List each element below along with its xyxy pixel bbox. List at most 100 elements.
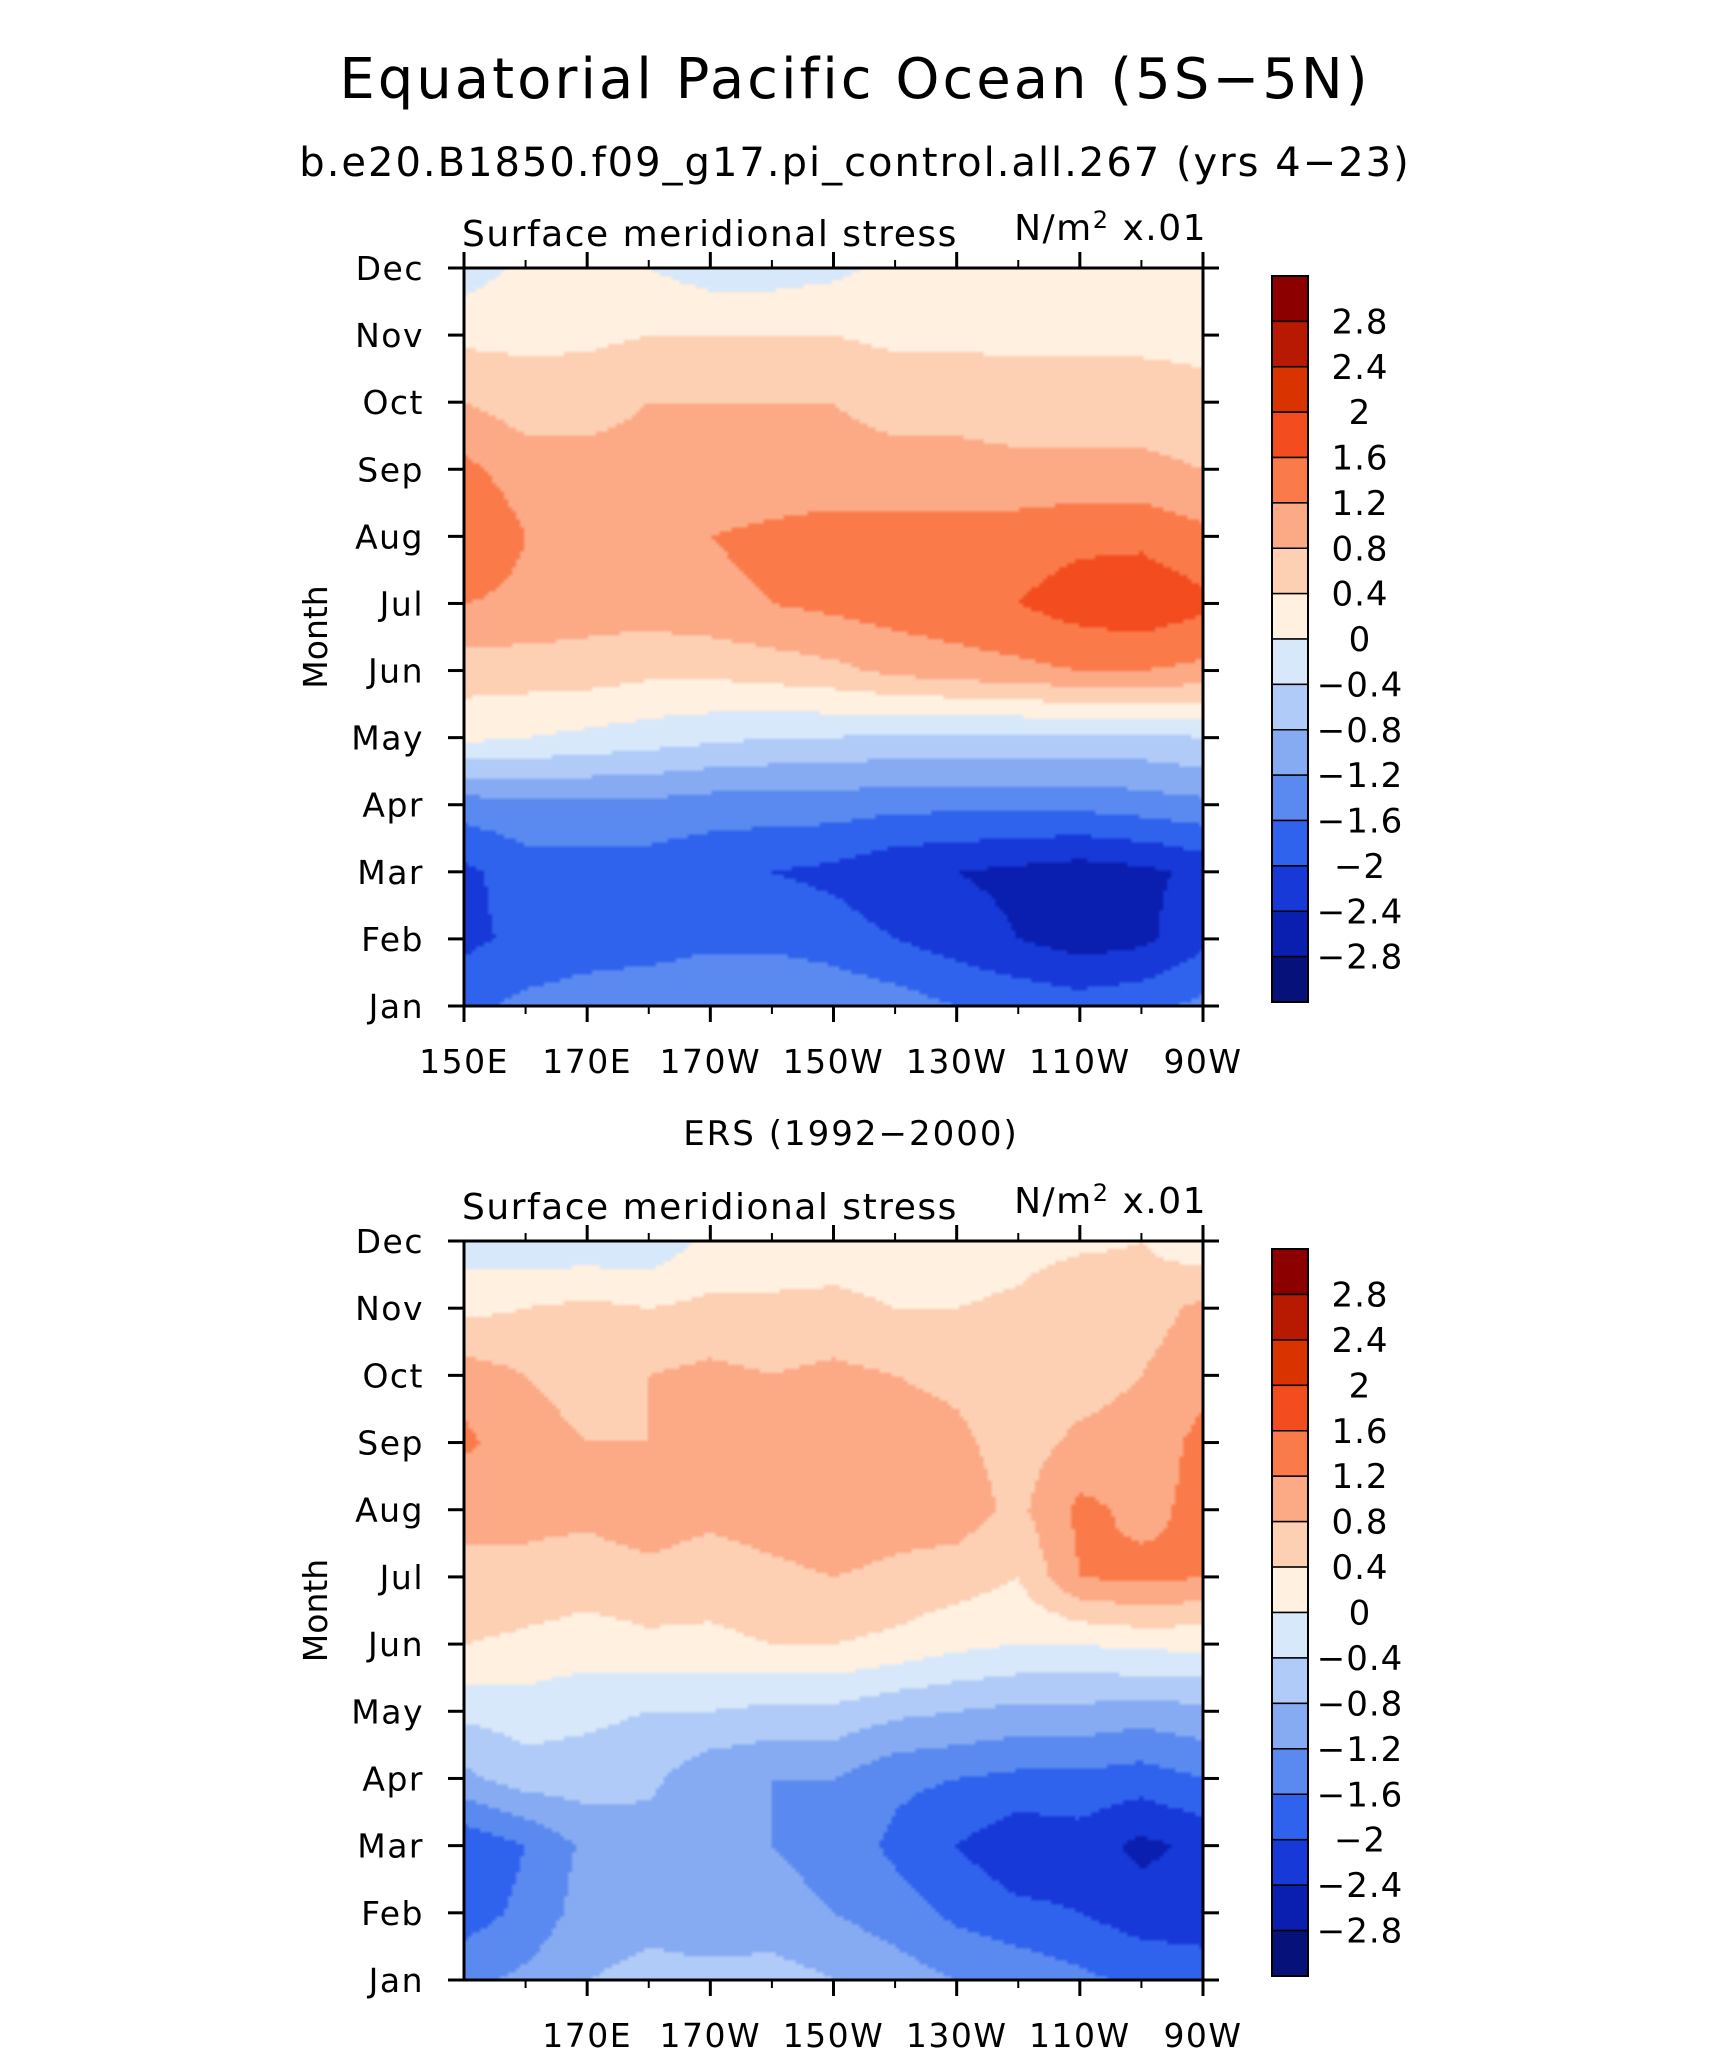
units-power: 2: [1093, 206, 1110, 234]
colorbar-swatch: [1271, 592, 1309, 640]
colorbar-swatch: [1271, 320, 1309, 368]
colorbar-swatch: [1271, 1793, 1309, 1841]
y-tick-label: Jan: [367, 987, 424, 1026]
colorbar-label: 1.2: [1331, 1457, 1388, 1497]
units-scale: x.01: [1110, 1181, 1208, 1222]
y-tick-label: Jun: [366, 1625, 424, 1664]
colorbar-swatch: [1271, 1520, 1309, 1568]
units-label: N/m2 x.01: [1014, 1179, 1207, 1222]
colorbar-label: −2.8: [1317, 938, 1404, 978]
colorbar-label: −1.6: [1317, 802, 1404, 842]
y-tick-label: Feb: [361, 1894, 424, 1933]
colorbar-swatch: [1271, 1566, 1309, 1614]
x-tick-label: 170W: [660, 1042, 762, 1081]
colorbar-label: −2.4: [1317, 892, 1404, 932]
colorbar-swatch: [1271, 865, 1309, 912]
x-tick-label: 110W: [1029, 2016, 1131, 2055]
colorbar-label: −0.8: [1317, 1684, 1404, 1724]
colorbar-label: −0.4: [1317, 1639, 1404, 1679]
y-tick-label: Oct: [362, 383, 424, 422]
colorbar-swatch: [1271, 774, 1309, 822]
colorbar-label: −1.6: [1317, 1775, 1404, 1815]
panels: Jan Feb Mar Apr May Jun Jul Aug Sep Oct Nov Dec 150E…: [296, 206, 1404, 2055]
colorbar-swatch: [1271, 1293, 1309, 1341]
x-tick-label: 130W: [906, 2016, 1008, 2055]
colorbar-label: −2: [1334, 1821, 1386, 1861]
colorbar-label: 2.4: [1331, 1321, 1388, 1361]
y-tick-label: Apr: [362, 1759, 424, 1798]
x-tick-label: 170W: [660, 2016, 762, 2055]
colorbar-swatch: [1271, 638, 1309, 686]
x-tick-label: 90W: [1163, 2016, 1242, 2055]
y-tick-label: Dec: [356, 1222, 424, 1261]
units-power: 2: [1093, 1179, 1110, 1207]
y-tick-label: Nov: [355, 316, 424, 355]
colorbar-label: 1.6: [1331, 439, 1388, 479]
units-base: N/m: [1014, 1181, 1093, 1222]
colorbar-swatch: [1271, 1475, 1309, 1523]
colorbar-swatch: [1271, 1884, 1309, 1932]
contour-fill: [464, 1241, 1203, 1980]
colorbar-swatch: [1271, 1339, 1309, 1387]
colorbar-swatch: [1271, 547, 1309, 595]
colorbar-label: 0.8: [1331, 1503, 1388, 1543]
y-tick-label: Sep: [357, 450, 424, 489]
x-tick-label: 110W: [1029, 1042, 1131, 1081]
colorbar-swatch: [1271, 1611, 1309, 1659]
x-tick-label: 90W: [1163, 1042, 1242, 1081]
y-tick-label: Mar: [357, 1827, 424, 1866]
colorbar: 2.8 2.4 2 1.6 1.2 0.8 0.4 0 −0.4 −0.8 −1.2 −1.6 −2 −2…: [1271, 275, 1404, 1003]
colorbar-swatch: [1271, 275, 1309, 323]
x-tick-label: 170E: [542, 2016, 632, 2055]
colorbar-swatch: [1271, 366, 1309, 413]
y-axis-title: Month: [296, 1559, 335, 1662]
colorbar-label: 0.4: [1331, 1548, 1388, 1588]
colorbar-swatch: [1271, 456, 1309, 504]
colorbar-swatch: [1271, 683, 1309, 731]
colorbar-label: 2.8: [1331, 302, 1388, 342]
colorbar-swatch: [1271, 1384, 1309, 1432]
colorbar-label: 2.4: [1331, 348, 1388, 388]
y-tick-label: May: [351, 1692, 424, 1731]
y-tick-label: Jan: [367, 1961, 424, 2000]
colorbar-label: 0: [1349, 1594, 1372, 1634]
y-tick-label: Jun: [366, 652, 424, 691]
units-label: N/m2 x.01: [1014, 206, 1207, 249]
colorbar-label: 2: [1349, 1366, 1372, 1406]
colorbar-label: −2: [1334, 847, 1386, 887]
colorbar-swatch: [1271, 1657, 1309, 1705]
left-string: Surface meridional stress: [462, 1187, 958, 1228]
units-scale: x.01: [1110, 208, 1208, 249]
colorbar: 2.8 2.4 2 1.6 1.2 0.8 0.4 0 −0.4 −0.8 −1.2 −1.6 −2 −2…: [1271, 1248, 1404, 1977]
y-tick-label: May: [351, 719, 424, 758]
colorbar-label: 1.6: [1331, 1412, 1388, 1452]
colorbar-label: 0.4: [1331, 575, 1388, 615]
y-tick-label: Mar: [357, 853, 424, 892]
colorbar-swatch: [1271, 1248, 1309, 1296]
y-tick-label: Jul: [378, 584, 424, 623]
panel-2: Jan Feb Mar Apr May Jun Jul Aug Sep Oct Nov Dec 170E…: [296, 1114, 1404, 2055]
colorbar-label: −2.8: [1317, 1912, 1404, 1952]
x-tick-label: 150E: [419, 1042, 509, 1081]
colorbar-swatch: [1271, 1430, 1309, 1477]
colorbar-label: −0.8: [1317, 711, 1404, 751]
panel-title: ERS (1992−2000): [683, 1114, 1019, 1154]
colorbar-swatch: [1271, 1702, 1309, 1750]
y-tick-label: Aug: [355, 1491, 424, 1530]
x-tick-label: 150W: [783, 2016, 885, 2055]
figure-subtitle: b.e20.B1850.f09_g17.pi_control.all.267 (…: [299, 140, 1410, 186]
x-tick-label: 170E: [542, 1042, 632, 1081]
colorbar-label: 1.2: [1331, 484, 1388, 524]
figure-title: Equatorial Pacific Ocean (5S−5N): [339, 47, 1370, 112]
colorbar-frame: [1271, 275, 1309, 1003]
y-tick-label: Feb: [361, 920, 424, 959]
contour-fill: [464, 268, 1203, 1006]
y-tick-label: Jul: [378, 1558, 424, 1597]
colorbar-swatch: [1271, 411, 1309, 459]
y-tick-label: Nov: [355, 1289, 424, 1328]
colorbar-label: −2.4: [1317, 1866, 1404, 1906]
colorbar-swatch: [1271, 1929, 1309, 1977]
colorbar-label: 2: [1349, 393, 1372, 433]
y-tick-label: Apr: [362, 786, 424, 825]
